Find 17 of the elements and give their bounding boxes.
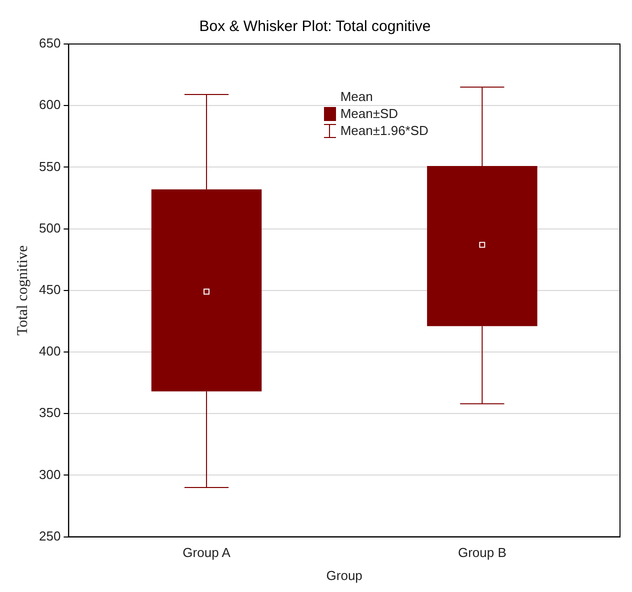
y-tick-label: 450	[38, 282, 61, 297]
annotation: Mean±SD	[340, 106, 398, 121]
y-tick-label: 650	[38, 36, 61, 51]
x-axis-title: Group	[326, 568, 362, 583]
y-tick-label: 300	[38, 466, 61, 482]
x-tick-label: Group A	[182, 545, 231, 560]
annotation: Mean±1.96*SD	[340, 123, 428, 138]
y-tick-label: 350	[38, 405, 61, 420]
x-tick-label: Group B	[458, 545, 506, 560]
y-tick-label: 400	[38, 344, 61, 359]
y-tick-label: 250	[38, 528, 61, 544]
y-tick-label: 550	[38, 158, 61, 174]
y-tick-label: 600	[38, 97, 61, 112]
y-tick-label: 500	[38, 220, 61, 236]
annotation: Mean	[340, 89, 373, 104]
chart-title: Box & Whisker Plot: Total cognitive	[199, 18, 431, 36]
y-axis-title: Total cognitive	[14, 244, 31, 336]
